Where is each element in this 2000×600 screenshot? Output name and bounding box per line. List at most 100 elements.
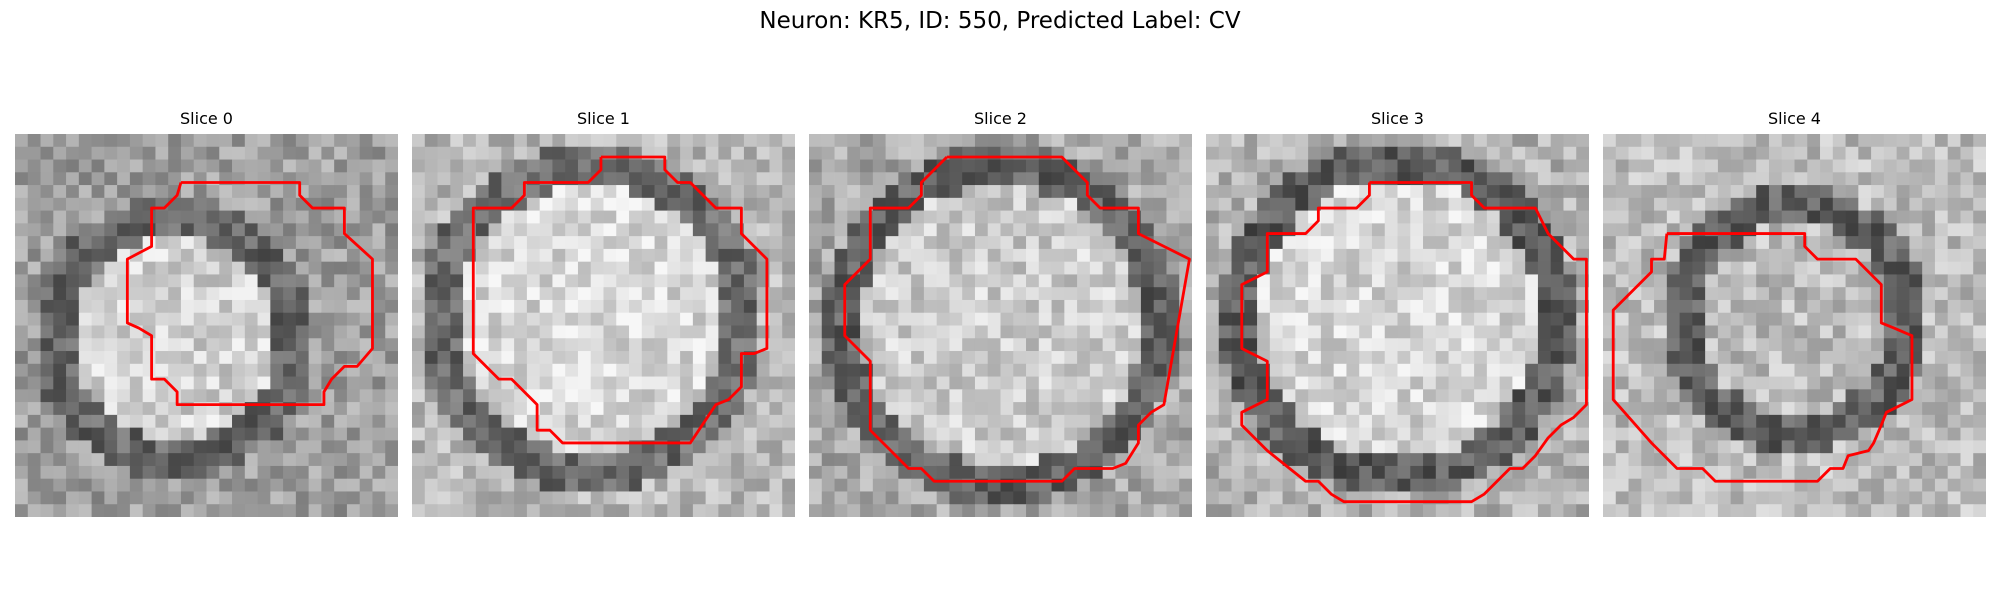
image-pixel [1794, 185, 1808, 199]
image-pixel [244, 274, 258, 288]
image-pixel [437, 440, 451, 454]
image-pixel [232, 414, 246, 429]
image-pixel [334, 414, 348, 429]
image-pixel [603, 465, 617, 480]
image-pixel [1371, 351, 1386, 365]
image-pixel [680, 223, 694, 237]
image-pixel [821, 312, 835, 326]
image-pixel [1960, 312, 1974, 326]
image-pixel [1320, 363, 1335, 377]
image-pixel [270, 248, 284, 263]
image-pixel [1346, 440, 1360, 454]
image-pixel [1435, 185, 1449, 199]
image-pixel [117, 197, 131, 211]
image-pixel [1089, 287, 1104, 301]
image-pixel [1206, 478, 1220, 492]
image-pixel [987, 427, 1001, 441]
image-pixel [321, 172, 335, 186]
image-pixel [654, 414, 668, 429]
image-pixel [743, 363, 758, 377]
image-pixel [372, 287, 386, 301]
image-pixel [667, 351, 681, 365]
image-pixel [1896, 363, 1910, 377]
image-pixel [1320, 236, 1335, 250]
image-pixel [1371, 197, 1386, 211]
image-pixel [1064, 453, 1078, 467]
image-pixel [809, 325, 823, 339]
image-pixel [1166, 223, 1180, 237]
image-pixel [257, 197, 271, 211]
image-pixel [629, 453, 643, 467]
image-pixel [1922, 491, 1936, 505]
image-pixel [782, 325, 795, 339]
image-pixel [1000, 453, 1014, 467]
image-pixel [1628, 236, 1642, 250]
image-pixel [412, 491, 426, 505]
image-pixel [1013, 414, 1027, 429]
image-pixel [475, 210, 489, 224]
image-pixel [168, 236, 182, 250]
image-pixel [872, 453, 886, 467]
image-pixel [1000, 338, 1014, 352]
image-pixel [129, 491, 144, 505]
image-pixel [1922, 146, 1936, 160]
image-pixel [1384, 402, 1398, 416]
image-pixel [1525, 402, 1539, 416]
image-pixel [1282, 325, 1296, 339]
image-pixel [1537, 299, 1552, 314]
image-pixel [782, 312, 795, 326]
image-pixel [987, 236, 1001, 250]
image-pixel [424, 440, 438, 454]
image-pixel [1115, 376, 1129, 390]
image-pixel [321, 325, 335, 339]
image-pixel [1794, 159, 1808, 173]
image-pixel [1960, 465, 1974, 480]
image-pixel [756, 363, 770, 377]
image-pixel [590, 134, 604, 148]
image-pixel [40, 146, 54, 160]
image-pixel [40, 440, 54, 454]
image-pixel [590, 325, 604, 339]
image-pixel [412, 402, 426, 416]
image-pixel [385, 465, 398, 480]
image-pixel [117, 351, 131, 365]
image-pixel [718, 210, 732, 224]
image-pixel [1153, 376, 1167, 390]
image-pixel [1000, 197, 1014, 211]
image-pixel [1666, 287, 1680, 301]
image-pixel [603, 274, 617, 288]
image-pixel [501, 248, 515, 263]
image-pixel [667, 146, 681, 160]
image-pixel [359, 185, 373, 199]
image-pixel [488, 414, 502, 429]
image-pixel [206, 376, 220, 390]
image-pixel [1102, 402, 1116, 416]
image-pixel [705, 287, 719, 301]
image-pixel [206, 197, 220, 211]
image-pixel [244, 465, 258, 480]
image-pixel [193, 299, 207, 314]
image-pixel [1845, 338, 1859, 352]
image-pixel [91, 325, 105, 339]
image-pixel [1563, 351, 1577, 365]
image-pixel [321, 414, 335, 429]
image-pixel [1371, 299, 1386, 314]
image-pixel [885, 491, 899, 505]
image-pixel [78, 146, 92, 160]
image-pixel [654, 185, 668, 199]
image-pixel [1038, 376, 1052, 390]
image-pixel [1615, 210, 1629, 224]
image-pixel [1679, 299, 1693, 314]
image-pixel [616, 223, 630, 237]
image-pixel [1282, 274, 1296, 288]
image-pixel [1308, 491, 1322, 505]
image-pixel [809, 274, 823, 288]
image-pixel [987, 210, 1001, 224]
image-pixel [488, 427, 502, 441]
image-pixel [321, 351, 335, 365]
image-pixel [1768, 236, 1783, 250]
image-pixel [847, 236, 861, 250]
image-pixel [270, 338, 284, 352]
image-pixel [705, 172, 719, 186]
image-pixel [1525, 491, 1539, 505]
